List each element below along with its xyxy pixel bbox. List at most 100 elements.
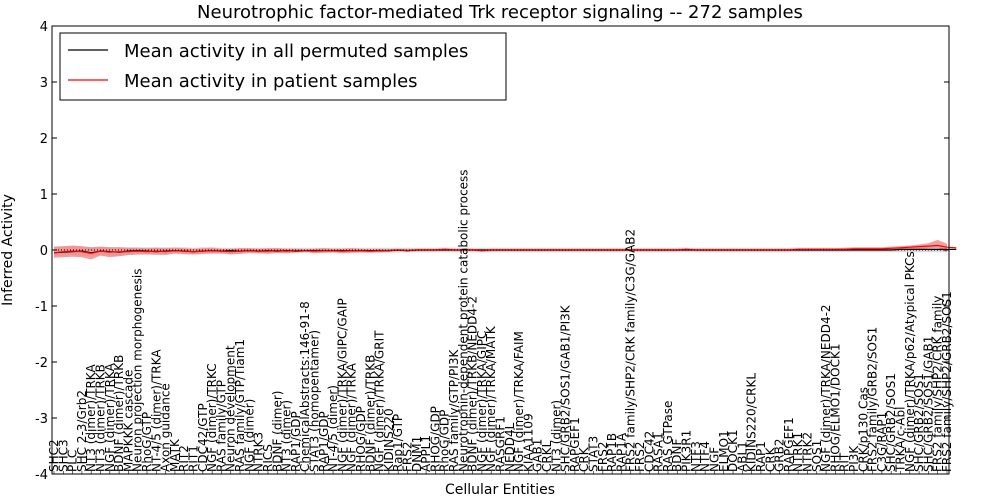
- y-axis-label: Inferred Activity: [0, 194, 16, 306]
- category-label: NGF (dimer)/TRKA/FAIM: [512, 331, 526, 472]
- category-label: RAP1/GDP: [317, 411, 331, 472]
- legend-label-permuted: Mean activity in all permuted samples: [124, 41, 468, 62]
- y-tick-label: -4: [35, 468, 48, 483]
- category-label: RhoG/GDP: [438, 410, 452, 472]
- category-label: RAS family/GTP/PI3K: [447, 349, 461, 472]
- category-label: C3G/RAP1: [875, 412, 889, 472]
- category-label: RICS: [261, 444, 275, 472]
- category-label: NGF (dimer)/TRKA/GIPC: [475, 331, 489, 472]
- category-label: SHC/GRB2/SOS1/GAB1: [921, 336, 935, 472]
- category-label: RASA1: [652, 432, 666, 472]
- category-label: STAT3: [587, 436, 601, 472]
- category-label: FRS2 family/SHP2/CRK family: [931, 296, 945, 472]
- category-label: RAP1B: [605, 433, 619, 472]
- category-label: STAT3 (homopentamer): [308, 330, 322, 472]
- category-label: ELMO1: [717, 430, 731, 472]
- category-label: BDNF (dimer)/TRKB: [363, 355, 377, 472]
- y-tick-label: 2: [40, 132, 48, 147]
- legend-label-patient: Mean activity in patient samples: [124, 71, 418, 92]
- category-label: APPL1: [419, 435, 433, 472]
- category-label: NGF (dimer)/TRKA/GRIT: [373, 330, 387, 472]
- category-label: KIDINS220/CRKL: [745, 373, 759, 472]
- category-label: NTF3: [689, 441, 703, 472]
- category-label: RAS family/GTP: [214, 380, 228, 472]
- category-label: NGF (dimer)/TRKA: [345, 362, 359, 472]
- category-label: BDNF: [670, 439, 684, 472]
- category-label: FRS2 family/SHP2/CRK family/C3G/GAB2: [624, 229, 638, 472]
- category-label: MATK: [168, 438, 182, 472]
- category-label: CRKL: [540, 440, 554, 472]
- category-label: NT3 (dimer): [280, 400, 294, 472]
- category-label: Neuron projection morphogenesis: [131, 269, 145, 473]
- y-tick-label: -2: [35, 356, 48, 371]
- category-label: NEDD4L: [503, 422, 517, 472]
- category-label: TRKA/c-Abl: [894, 407, 908, 473]
- category-label: CDC42/GTP: [196, 403, 210, 472]
- category-label: RAP1: [754, 441, 768, 472]
- category-label: NGF (dimer)/TRKA/GIPC/GAIP: [335, 298, 349, 472]
- category-label: BDNF (dimer)/TRKB/NEDD4-2: [466, 296, 480, 472]
- legend: Mean activity in all permuted samples Me…: [59, 32, 507, 101]
- category-label: RHOG/GDP: [354, 406, 368, 472]
- category-label: GAB1: [531, 439, 545, 472]
- category-label: CRK: [577, 446, 591, 472]
- category-label: NT3 (dimer)/TRKA: [84, 364, 98, 472]
- category-label: SHC/GRB2/SOS1: [912, 373, 926, 472]
- category-label: ChemicalAbstracts:146-91-8: [298, 301, 312, 472]
- chart-title: Neurotrophic factor-mediated Trk recepto…: [197, 2, 803, 23]
- category-label: FRS2: [401, 442, 415, 473]
- category-label: RAP1A: [614, 432, 628, 472]
- category-label: NTRK2: [801, 432, 815, 472]
- category-label: RAS family/GTP/Tiam1: [233, 339, 247, 472]
- category-label: FRS2: [633, 442, 647, 473]
- category-label: RAPGEF1: [568, 417, 582, 472]
- category-label: KIAA1109: [521, 413, 535, 472]
- axes: -4 -3 -2 -1 0 1 2 3 4: [35, 20, 950, 483]
- category-label: BDNF (dimer)/TRKB: [112, 355, 126, 472]
- y-tick-label: 1: [40, 188, 48, 203]
- category-label: Rap1/GTP: [391, 414, 405, 472]
- category-label: RASGRF1: [494, 416, 508, 472]
- category-label: NT3 (dimer): [549, 400, 563, 472]
- category-label: RIT2: [177, 445, 191, 472]
- category-label: SHC/GRB2/SOS1/GAB1/PI3K: [559, 304, 573, 472]
- category-label: MAPKKK cascade: [121, 370, 135, 472]
- category-label: NTRK3: [252, 432, 266, 472]
- category-label: GRB2: [773, 438, 787, 472]
- y-tick-label: 3: [40, 76, 48, 91]
- category-label: RAP1/GDP: [289, 411, 303, 472]
- category-label: NGF (dimer)/TRKA/NEDD4-2: [819, 304, 833, 472]
- category-label: PIK3R1: [680, 430, 694, 472]
- category-label: NGF: [707, 447, 721, 472]
- category-label: NGF (dimer): [242, 399, 256, 472]
- category-label: Axon guidance: [159, 383, 173, 472]
- y-tick-label: -3: [35, 412, 48, 427]
- y-tick-label: 0: [40, 244, 48, 259]
- category-label: PI3K: [847, 445, 861, 472]
- category-label: FRS2: [596, 442, 610, 473]
- category-label: KIDINS220: [382, 408, 396, 472]
- category-label: RHOG/GDP: [428, 406, 442, 472]
- category-label: DNM1: [410, 436, 424, 472]
- category-label: NT3 (dimer)/TRKB: [94, 364, 108, 472]
- category-label: BDNF (dimer): [270, 391, 284, 473]
- category-label: NT-4/5 (dimer): [326, 385, 340, 472]
- category-label: SHC2: [47, 439, 61, 472]
- category-label: NT-4/5 (dimer)/TRKA: [149, 349, 163, 472]
- category-label: Neurotrophin-dependent protein catabolic…: [456, 169, 470, 472]
- category-label: RhoG/GTP: [140, 412, 154, 472]
- category-label: Neuron development: [224, 345, 238, 472]
- category-label: FRS2 family/GRB2/SOS1: [866, 327, 880, 472]
- category-label: NTRK1: [791, 432, 805, 472]
- x-axis-label: Cellular Entities: [445, 482, 555, 498]
- category-label: CDC42: [642, 431, 656, 472]
- category-label: SHC/GRB2/SOS1: [884, 373, 898, 472]
- category-label: NGF (dimer)/TRKA/p62/Atypical PKCs: [903, 251, 917, 472]
- y-tick-label: 4: [40, 20, 48, 35]
- category-label: FRS2 family/SHP2/GRB2/SOS1: [940, 291, 954, 472]
- category-label: NTF4: [698, 441, 712, 472]
- legend-box: [59, 32, 507, 101]
- category-label: PLC: [66, 450, 80, 472]
